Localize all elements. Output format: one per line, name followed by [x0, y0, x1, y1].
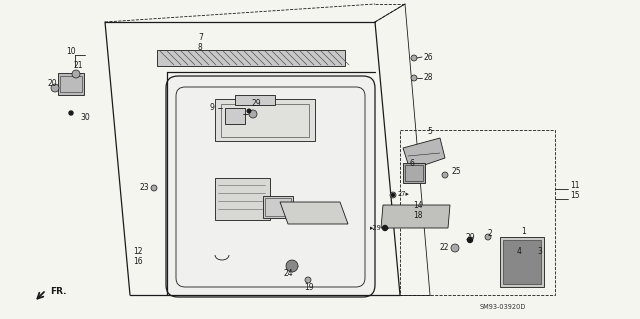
Text: 28: 28: [424, 73, 433, 83]
Polygon shape: [280, 202, 348, 224]
Circle shape: [411, 55, 417, 61]
Circle shape: [442, 172, 448, 178]
Text: 23: 23: [140, 183, 150, 192]
Text: 20: 20: [48, 78, 58, 87]
Circle shape: [72, 70, 80, 78]
Circle shape: [485, 234, 491, 240]
Text: 25: 25: [451, 167, 461, 176]
Polygon shape: [403, 138, 445, 170]
Circle shape: [286, 260, 298, 272]
Text: 11: 11: [570, 182, 579, 190]
Polygon shape: [381, 205, 450, 228]
Bar: [157, 50, 345, 66]
Circle shape: [467, 238, 472, 242]
Bar: [225, 108, 245, 124]
Bar: [60, 76, 82, 92]
Bar: [235, 95, 275, 105]
Bar: [500, 237, 544, 287]
Text: 16: 16: [133, 256, 143, 265]
Text: 8: 8: [198, 43, 203, 53]
Bar: [265, 198, 291, 216]
Text: 2: 2: [487, 229, 492, 239]
Circle shape: [411, 75, 417, 81]
Circle shape: [151, 185, 157, 191]
Bar: [215, 178, 270, 220]
Circle shape: [305, 277, 311, 283]
Text: 5: 5: [427, 128, 432, 137]
Circle shape: [69, 111, 73, 115]
Text: 18: 18: [413, 211, 422, 219]
Text: 6: 6: [410, 159, 415, 167]
Bar: [405, 165, 423, 181]
Circle shape: [390, 192, 396, 198]
Text: 29: 29: [252, 99, 262, 108]
Bar: [400, 130, 555, 295]
Text: 24: 24: [283, 269, 292, 278]
Text: 14: 14: [413, 202, 422, 211]
Circle shape: [392, 194, 394, 197]
Circle shape: [249, 110, 257, 118]
Text: 19: 19: [304, 283, 314, 292]
Text: ▸29: ▸29: [370, 225, 381, 231]
Text: 9: 9: [210, 103, 215, 113]
Text: 21: 21: [74, 62, 83, 70]
Text: 29: 29: [466, 233, 476, 241]
Bar: [403, 163, 425, 183]
Text: SM93-03920D: SM93-03920D: [480, 304, 526, 310]
FancyBboxPatch shape: [166, 76, 375, 297]
Bar: [58, 73, 84, 95]
Text: 30: 30: [80, 113, 90, 122]
Circle shape: [51, 84, 59, 92]
Text: 10: 10: [66, 47, 76, 56]
Text: 27▸: 27▸: [398, 191, 410, 197]
Circle shape: [451, 244, 459, 252]
Text: 1: 1: [521, 226, 525, 235]
Bar: [263, 196, 293, 218]
Text: FR.: FR.: [50, 286, 67, 295]
Text: 15: 15: [570, 191, 580, 201]
Bar: [221, 104, 309, 137]
Bar: [503, 240, 541, 284]
Text: 12: 12: [133, 248, 143, 256]
Circle shape: [247, 109, 251, 113]
Circle shape: [383, 226, 387, 231]
Text: 3: 3: [537, 248, 542, 256]
Text: 7: 7: [198, 33, 203, 41]
Text: 26: 26: [424, 53, 434, 62]
Text: 4: 4: [517, 248, 522, 256]
Text: 22: 22: [440, 243, 449, 253]
Bar: [215, 99, 315, 141]
